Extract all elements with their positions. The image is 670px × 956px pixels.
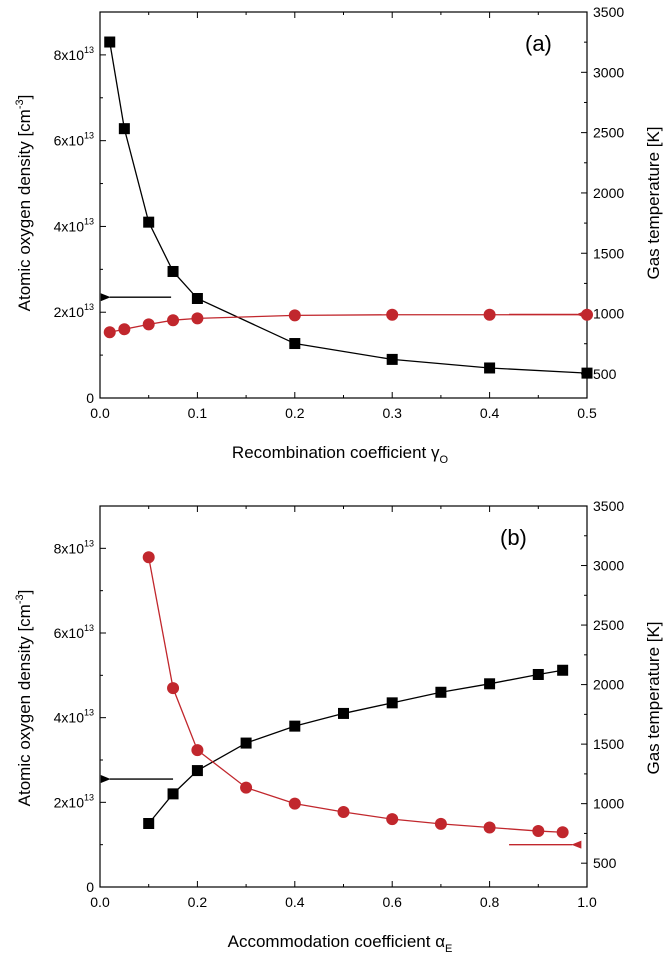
y-left-tick-label: 8x1013: [54, 538, 94, 556]
data-point-circle: [288, 309, 301, 322]
y-left-tick-label: 8x1013: [54, 45, 94, 63]
y-left-tick-label: 0: [86, 879, 94, 895]
data-point-circle: [142, 318, 155, 331]
y-right-tick-label: 1000: [593, 306, 624, 322]
data-point-circle: [434, 817, 447, 830]
y-left-tick-label: 4x1013: [54, 708, 94, 726]
data-point-circle: [118, 323, 131, 336]
data-point-circle: [337, 805, 350, 818]
x-tick-label: 0.0: [90, 405, 110, 421]
data-point-circle: [483, 821, 496, 834]
data-point-circle: [142, 551, 155, 564]
x-tick-label: 0.1: [188, 405, 208, 421]
data-point-circle: [556, 826, 569, 839]
data-point-square: [191, 292, 203, 304]
chart-panel-b: (b) Accommodation coefficient αE Atomic …: [14, 498, 663, 955]
data-point-square: [338, 707, 349, 719]
data-point-circle: [103, 326, 116, 339]
data-point-square: [118, 123, 130, 135]
data-point-square: [289, 338, 301, 350]
data-point-circle: [167, 314, 180, 327]
series-line: [109, 41, 588, 374]
y-left-tick-label: 6x1013: [54, 131, 94, 149]
y-left-tick-label: 6x1013: [54, 623, 94, 641]
data-point-circle: [483, 308, 496, 321]
x-tick-label: 0.5: [577, 405, 597, 421]
x-axis-label: Recombination coefficient γO: [232, 443, 449, 466]
plot-frame: [99, 11, 588, 399]
data-point-circle: [386, 813, 399, 826]
y-right-tick-label: 3000: [593, 558, 624, 574]
panel-label: (b): [500, 525, 527, 550]
data-point-square: [386, 353, 398, 365]
x-tick-label: 1.0: [577, 894, 597, 910]
chart-panel-a: (a) Recombination coefficient γO Atomic …: [14, 4, 663, 466]
y-right-tick-label: 500: [593, 855, 617, 871]
data-point-circle: [288, 797, 301, 810]
x-tick-label: 0.8: [480, 894, 500, 910]
x-tick-label: 0.4: [480, 405, 500, 421]
data-point-square: [143, 216, 155, 228]
y-right-tick-label: 3000: [593, 64, 624, 80]
data-point-circle: [581, 308, 593, 321]
x-tick-label: 0.2: [188, 894, 208, 910]
series-line: [148, 557, 563, 833]
x-axis-label: Accommodation coefficient αE: [228, 932, 453, 955]
y-right-tick-label: 2500: [593, 125, 624, 141]
x-tick-label: 0.0: [90, 894, 110, 910]
data-point-square: [435, 686, 447, 698]
y-right-tick-label: 2500: [593, 617, 624, 633]
series-line: [109, 314, 587, 333]
data-point-circle: [240, 781, 253, 794]
data-point-square: [240, 737, 252, 749]
y-right-tick-label: 3500: [593, 4, 624, 20]
x-tick-label: 0.4: [285, 894, 305, 910]
series-line: [148, 669, 563, 824]
data-point-circle: [191, 744, 204, 757]
y-axis-right-label: Gas temperature [K]: [644, 621, 663, 774]
y-left-tick-label: 4x1013: [54, 216, 94, 234]
x-tick-label: 0.6: [382, 894, 402, 910]
data-point-square: [167, 265, 179, 277]
data-point-circle: [532, 825, 545, 838]
data-point-circle: [167, 682, 180, 695]
x-tick-label: 0.3: [382, 405, 402, 421]
x-tick-label: 0.2: [285, 405, 305, 421]
data-point-square: [191, 765, 203, 777]
data-point-square: [167, 788, 179, 800]
y-axis-left-label: Atomic oxygen density [cm-3]: [14, 95, 34, 312]
y-right-tick-label: 2000: [593, 185, 624, 201]
y-right-tick-label: 3500: [593, 498, 624, 514]
y-left-tick-label: 0: [86, 390, 94, 406]
data-point-square: [557, 664, 569, 676]
panel-label: (a): [525, 31, 552, 56]
data-point-circle: [386, 308, 399, 321]
y-right-tick-label: 1000: [593, 796, 624, 812]
data-point-square: [532, 668, 544, 680]
y-right-tick-label: 500: [593, 366, 617, 382]
y-right-tick-label: 1500: [593, 736, 624, 752]
data-point-circle: [191, 312, 204, 325]
data-point-square: [104, 36, 116, 48]
data-point-square: [289, 720, 301, 732]
data-point-square: [386, 697, 398, 709]
data-point-square: [581, 367, 593, 379]
y-left-tick-label: 2x1013: [54, 302, 94, 320]
data-point-square: [143, 818, 155, 829]
y-right-tick-label: 2000: [593, 677, 624, 693]
y-axis-right-label: Gas temperature [K]: [644, 126, 663, 279]
y-right-tick-label: 1500: [593, 245, 624, 261]
y-left-tick-label: 2x1013: [54, 792, 94, 810]
y-axis-left-label: Atomic oxygen density [cm-3]: [14, 590, 34, 807]
data-point-square: [484, 678, 496, 690]
data-point-square: [484, 362, 496, 374]
